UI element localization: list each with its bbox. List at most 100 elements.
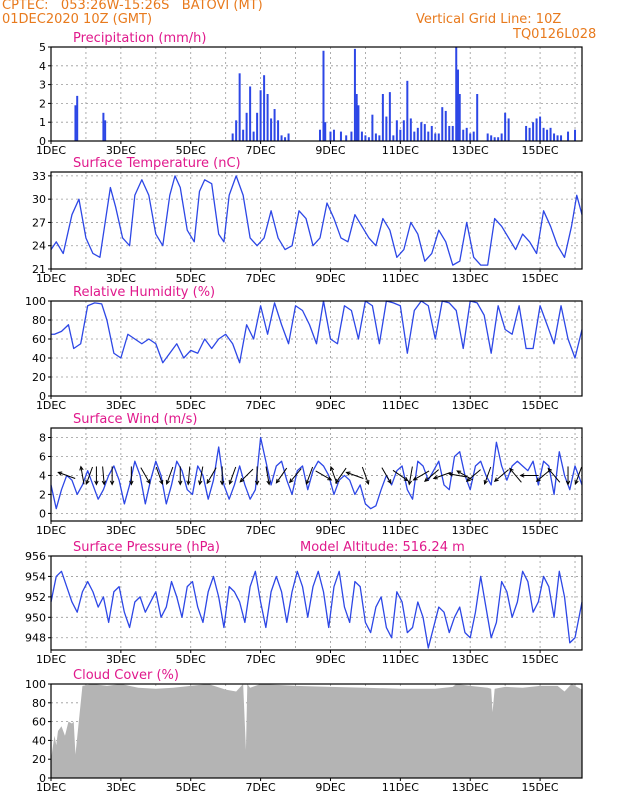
precipitation-bar: [441, 107, 444, 141]
wind-arrow: [346, 471, 364, 479]
precipitation-bar: [318, 129, 321, 141]
temperature-title: Surface Temperature (nC): [73, 156, 241, 171]
humidity-ytick-label: 80: [32, 314, 46, 327]
temperature-xtick-label: 1DEC: [36, 272, 66, 285]
wind-arrow-head: [407, 480, 413, 486]
wind-arrow-head: [101, 480, 107, 486]
temperature-xtick-label: 15DEC: [522, 272, 559, 285]
wind-arrow-head: [109, 480, 115, 486]
humidity-xtick-label: 3DEC: [106, 399, 136, 412]
wind-arrow-head: [254, 480, 260, 486]
precipitation-bar: [392, 135, 395, 141]
precipitation-xtick-label: 9DEC: [315, 144, 345, 157]
temperature-panel: 21 24 27 30 33 1DEC 3DEC 5DEC 7DEC 9DEC 11DEC 13DEC…: [32, 156, 583, 285]
wind-xtick-label: 7DEC: [246, 524, 276, 537]
precipitation-ytick-label: 5: [39, 41, 46, 54]
precipitation-bar: [469, 133, 472, 141]
wind-arrow-head: [329, 465, 335, 472]
wind-arrow: [102, 466, 105, 485]
wind-arrow: [494, 469, 509, 482]
wind-arrow: [509, 468, 522, 483]
precipitation-bar: [500, 133, 503, 141]
pressure-ytick-label: 956: [25, 550, 46, 563]
wind-xtick-label: 9DEC: [315, 524, 345, 537]
cloud-frame: [50, 683, 583, 779]
temperature-ytick-label: 30: [32, 193, 46, 206]
wind-arrow-head: [57, 471, 63, 476]
precipitation-bar: [332, 129, 335, 141]
temperature-xtick-label: 3DEC: [106, 272, 136, 285]
precipitation-bar: [423, 124, 426, 141]
precipitation-bar: [238, 73, 241, 141]
cloud-ytick-label: 40: [32, 734, 46, 747]
precipitation-frame: [50, 46, 583, 142]
precipitation-ytick-label: 1: [39, 116, 46, 129]
cloud-title: Cloud Cover (%): [73, 668, 179, 683]
wind-arrow-head: [365, 479, 370, 485]
precipitation-bar: [486, 133, 489, 141]
wind-arrow-head: [519, 473, 525, 478]
temperature-xtick-label: 9DEC: [315, 272, 345, 285]
precipitation-ytick-label: 3: [39, 79, 46, 92]
wind-arrow-head: [219, 480, 225, 486]
wind-arrow: [140, 467, 151, 484]
wind-frame: [50, 427, 583, 522]
precipitation-bar: [542, 127, 545, 141]
precipitation-bar: [395, 120, 398, 141]
wind-arrow-head: [94, 480, 99, 486]
wind-arrow-head: [266, 480, 271, 486]
wind-arrow-head: [335, 478, 340, 484]
cloud-xtick-label: 15DEC: [522, 781, 559, 794]
pressure-ytick-label: 948: [25, 632, 46, 645]
cloud-area: [51, 684, 582, 778]
wind-arrow-head: [79, 465, 84, 471]
precipitation-bar: [322, 50, 325, 142]
precipitation-bar: [270, 118, 273, 141]
precipitation-bar: [409, 118, 412, 141]
precipitation-bar: [385, 116, 388, 141]
header-model-code: TQ0126L028: [513, 27, 597, 42]
temperature-xtick-label: 5DEC: [176, 272, 206, 285]
precipitation-bar: [525, 125, 528, 141]
cloud-xtick-label: 13DEC: [452, 781, 489, 794]
cloud-xtick-label: 11DEC: [382, 781, 419, 794]
cloud-ytick-label: 60: [32, 716, 46, 729]
wind-arrow: [574, 466, 583, 485]
precipitation-bar: [465, 127, 468, 141]
pressure-xtick-label: 7DEC: [246, 653, 276, 666]
wind-ytick-label: 2: [39, 488, 46, 501]
wind-arrow-head: [305, 479, 310, 485]
wind-arrow-head: [509, 467, 514, 473]
precipitation-bar: [353, 48, 356, 141]
precipitation-bar: [528, 127, 531, 141]
precipitation-bar: [355, 94, 358, 141]
wind-arrow-head: [424, 477, 429, 482]
precipitation-bar: [364, 135, 367, 141]
cloud-ytick-label: 80: [32, 697, 46, 710]
wind-arrow: [58, 471, 76, 479]
precipitation-xtick-label: 15DEC: [522, 144, 559, 157]
precipitation-bar: [76, 95, 79, 141]
humidity-xtick-label: 1DEC: [36, 399, 66, 412]
precipitation-bar: [504, 112, 507, 141]
wind-arrow-head: [129, 480, 134, 486]
precipitation-bar: [287, 133, 290, 141]
precipitation-bar: [444, 110, 447, 141]
wind-arrow: [361, 466, 369, 485]
precipitation-ytick-label: 0: [39, 135, 46, 148]
wind-arrow-head: [146, 479, 151, 485]
precipitation-bar: [259, 90, 262, 141]
precipitation-bar: [458, 94, 461, 141]
humidity-line: [51, 300, 583, 364]
wind-arrow: [433, 471, 451, 479]
wind-arrow: [305, 466, 314, 485]
cloud-ytick-label: 0: [39, 772, 46, 785]
wind-arrow-head: [535, 477, 541, 482]
humidity-xtick-label: 5DEC: [176, 399, 206, 412]
precipitation-bar: [476, 94, 479, 141]
pressure-xtick-label: 1DEC: [36, 653, 66, 666]
precipitation-bar: [329, 131, 332, 141]
pressure-xtick-label: 3DEC: [106, 653, 136, 666]
precipitation-bar: [339, 131, 342, 141]
precipitation-xtick-label: 11DEC: [382, 144, 419, 157]
